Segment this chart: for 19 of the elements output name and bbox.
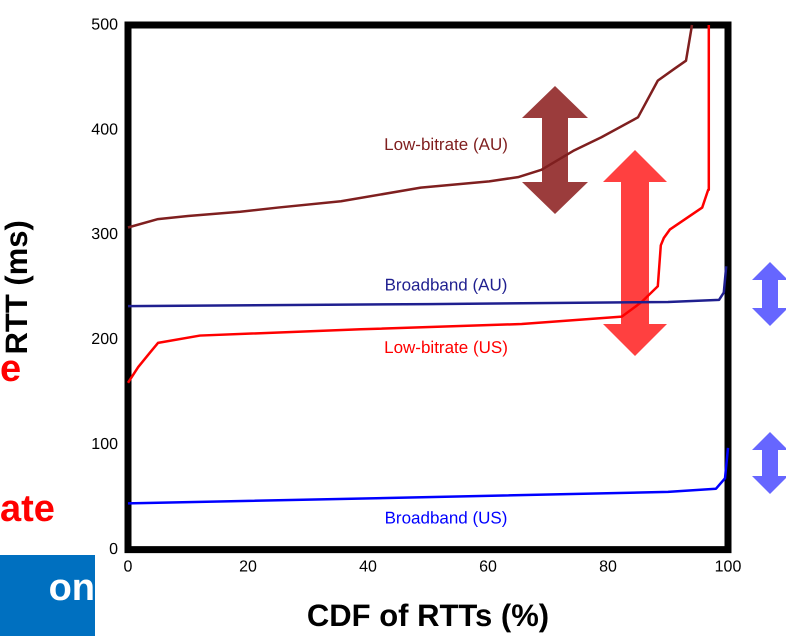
y-tick-label: 300 [91,226,118,244]
x-tick-label: 100 [714,558,742,576]
y-tick-label: 400 [91,121,118,138]
series-label: Broadband (US) [384,508,508,528]
series-label: Low-bitrate (AU) [384,134,508,154]
y-tick-label: 0 [109,541,118,558]
text: on [0,555,95,636]
text: ate [0,488,55,530]
x-tick-label: 60 [479,558,497,576]
y-tick-label: 200 [91,331,118,348]
x-tick-label: 80 [599,558,617,576]
x-axis-title: CDF of RTTs (%) [306,598,550,633]
x-tick-label: 40 [359,558,377,576]
y-tick-label: 500 [91,16,118,34]
series-label: Broadband (AU) [384,276,508,295]
x-tick-label: 20 [239,558,257,576]
x-tick-label: 0 [124,558,133,576]
series-label: Low-bitrate (US) [384,338,508,358]
y-tick-label: 100 [91,436,118,454]
